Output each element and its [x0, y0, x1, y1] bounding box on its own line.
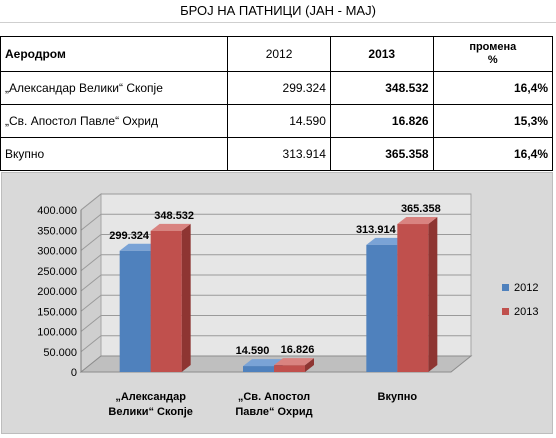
y-tick-label: 50.000: [43, 347, 77, 359]
bar-top: [397, 217, 438, 225]
header-change: промена%: [432, 36, 554, 72]
legend-swatch-2013: [502, 308, 509, 315]
legend-label: 2012: [514, 282, 538, 294]
gridline-side: [80, 254, 102, 272]
cell-2013: 348.532: [329, 71, 434, 105]
bar-top: [150, 223, 191, 231]
y-tick-label: 200.000: [37, 286, 77, 298]
y-tick-label: 300.000: [37, 246, 77, 258]
gridline-side: [80, 335, 102, 353]
cell-2012: 14.590: [227, 104, 331, 138]
header-2012: 2012: [227, 36, 331, 72]
bar-2013: [397, 224, 429, 372]
gridline-side: [80, 274, 102, 292]
x-category-label: „Св. Апостол: [238, 391, 310, 403]
y-tick-label: 350.000: [37, 225, 77, 237]
bar-2012: [119, 250, 151, 372]
bar-top: [366, 237, 407, 245]
cell-2012: 313.914: [227, 137, 331, 171]
gridline-side: [80, 315, 102, 332]
y-tick-label: 400.000: [37, 205, 77, 217]
cell-airport: „Александар Велики“ Скопје: [0, 71, 229, 105]
data-label: 348.532: [154, 210, 194, 222]
bar-2013: [150, 230, 182, 372]
header-change-line1: промена: [469, 41, 517, 53]
bar-side: [428, 217, 438, 372]
cell-2013: 16.826: [329, 104, 434, 138]
bar-2013: [274, 365, 305, 372]
y-tick-label: 150.000: [37, 306, 77, 318]
cell-2012: 299.324: [227, 71, 331, 105]
header-2013: 2013: [329, 36, 434, 72]
x-category-label: Павле“ Охрид: [235, 406, 312, 418]
table-row: „Александар Велики“ Скопје 299.324 348.5…: [0, 71, 554, 105]
chart-area: 0 50.000 100.000 150.000 200.000 250.000 300.0…: [1, 172, 553, 434]
cell-change: 16,4%: [432, 71, 554, 105]
legend-swatch-2012: [502, 284, 509, 291]
cell-change: 15,3%: [432, 104, 554, 138]
bar-chart: 0 50.000 100.000 150.000 200.000 250.000 300.0…: [37, 192, 538, 418]
header-airport: Аеродром: [0, 36, 229, 72]
bar-top: [119, 243, 160, 251]
data-label: 16.826: [281, 344, 315, 356]
gridline-side: [80, 294, 102, 312]
bar-top: [243, 359, 283, 367]
x-category-label: „Александар: [115, 391, 186, 403]
table-row: „Св. Апостол Павле“ Охрид 14.590 16.826 …: [0, 104, 554, 138]
gridline-side: [80, 213, 102, 231]
y-tick-label: 100.000: [37, 327, 77, 339]
cell-airport: „Св. Апостол Павле“ Охрид: [0, 104, 229, 138]
bar-side: [181, 223, 191, 372]
bar-2012: [366, 244, 398, 372]
gridline-side: [80, 193, 102, 211]
bar-top: [274, 358, 314, 366]
data-label: 14.590: [236, 345, 270, 357]
cell-airport: Вкупно: [0, 137, 229, 171]
x-category-label: Велики“ Скопје: [108, 406, 192, 418]
table-row: Вкупно 313.914 365.358 16,4%: [0, 137, 554, 171]
bar-2012: [243, 366, 274, 372]
table-header-row: Аеродром 2012 2013 промена%: [0, 36, 554, 72]
gridline-side: [80, 234, 102, 251]
passenger-table: Аеродром 2012 2013 промена% „Александар …: [0, 36, 554, 171]
x-category-label: Вкупно: [378, 391, 418, 403]
bar-side: [305, 358, 314, 372]
cell-2013: 365.358: [329, 137, 434, 171]
data-label: 365.358: [401, 203, 441, 215]
data-label: 313.914: [356, 224, 397, 236]
y-tick-label: 0: [71, 367, 77, 379]
legend-label: 2013: [514, 306, 538, 318]
y-tick-label: 250.000: [37, 266, 77, 278]
page-title: БРОЈ НА ПАТНИЦИ (ЈАН - МАЈ): [0, 0, 556, 23]
data-label: 299.324: [109, 230, 150, 242]
cell-change: 16,4%: [432, 137, 554, 171]
header-change-line2: %: [487, 54, 498, 66]
